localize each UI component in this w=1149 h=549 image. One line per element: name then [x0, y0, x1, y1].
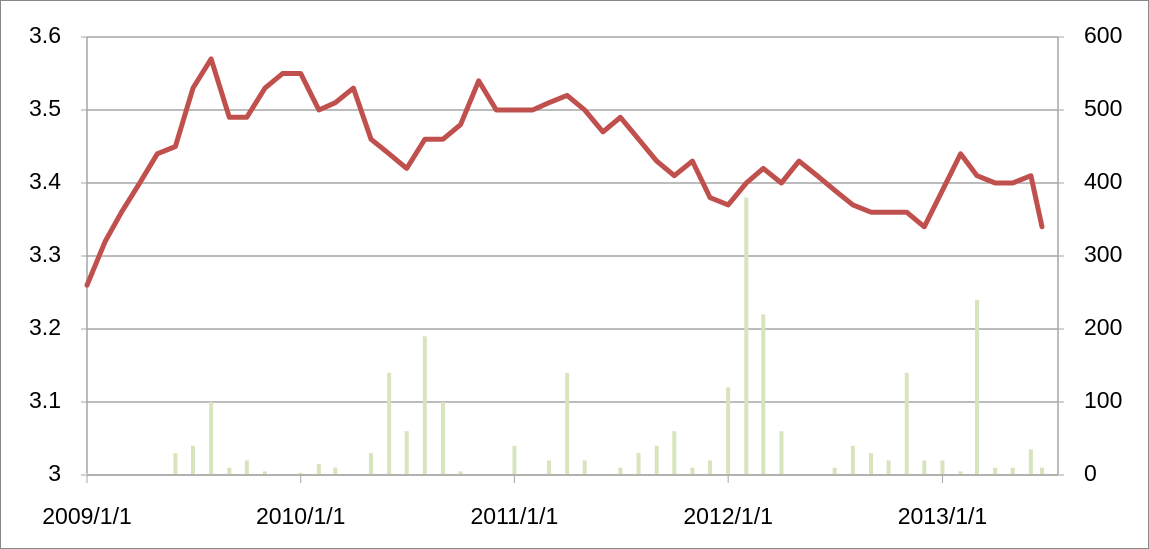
- x-tick-label: 2010/1/1: [256, 503, 346, 529]
- bar: [368, 453, 373, 475]
- bar: [190, 445, 195, 475]
- bar: [850, 445, 855, 475]
- bar: [636, 453, 641, 475]
- bar: [209, 402, 214, 475]
- bar: [565, 372, 570, 475]
- bar: [546, 460, 551, 475]
- bar: [958, 471, 963, 475]
- bar: [618, 467, 623, 475]
- bar: [744, 197, 749, 475]
- y-tick-label: 3.6: [29, 22, 61, 48]
- bar: [672, 431, 677, 475]
- bar: [904, 372, 909, 475]
- y-tick-label: 3.2: [29, 314, 61, 340]
- line: [84, 56, 1045, 288]
- bar: [582, 460, 587, 475]
- bar: [1028, 449, 1033, 475]
- bar: [441, 402, 446, 475]
- bar: [1010, 467, 1015, 475]
- bar: [512, 445, 517, 475]
- y-tick-label: 3.5: [29, 95, 61, 121]
- x-tick-label: 2013/1/1: [898, 503, 988, 529]
- y2-tick-label: 500: [1084, 95, 1122, 121]
- y2-tick-label: 400: [1084, 168, 1122, 194]
- bar: [869, 453, 874, 475]
- bar: [387, 372, 392, 475]
- bar: [244, 460, 249, 475]
- y-tick-label: 3.1: [29, 387, 61, 413]
- bar: [654, 445, 659, 475]
- y2-tick-label: 300: [1084, 241, 1122, 267]
- bar: [316, 464, 321, 475]
- bar: [422, 336, 427, 475]
- bar: [761, 314, 766, 475]
- bar: [173, 453, 178, 475]
- bar: [922, 460, 927, 475]
- bar: [940, 460, 945, 475]
- bar: [263, 471, 268, 475]
- x-tick-label: 2009/1/1: [42, 503, 132, 529]
- bar: [1040, 467, 1044, 475]
- bar: [975, 299, 980, 475]
- bar: [779, 431, 784, 475]
- bar: [333, 467, 338, 475]
- bar: [726, 387, 731, 475]
- y2-tick-label: 100: [1084, 387, 1122, 413]
- y2-tick-label: 200: [1084, 314, 1122, 340]
- y-tick-label: 3: [48, 460, 61, 486]
- bar: [993, 467, 998, 475]
- bar: [404, 431, 409, 475]
- y-tick-label: 3.3: [29, 241, 61, 267]
- bar: [458, 471, 463, 475]
- bar: [227, 467, 232, 475]
- bar: [708, 460, 713, 475]
- bar: [886, 460, 891, 475]
- y-tick-label: 3.4: [29, 168, 61, 194]
- x-tick-label: 2011/1/1: [471, 503, 559, 529]
- bar: [690, 467, 695, 475]
- x-tick-label: 2012/1/1: [683, 503, 773, 529]
- y2-tick-label: 600: [1084, 22, 1122, 48]
- y2-tick-label: 0: [1084, 460, 1097, 486]
- bar: [298, 472, 303, 475]
- bar: [832, 467, 837, 475]
